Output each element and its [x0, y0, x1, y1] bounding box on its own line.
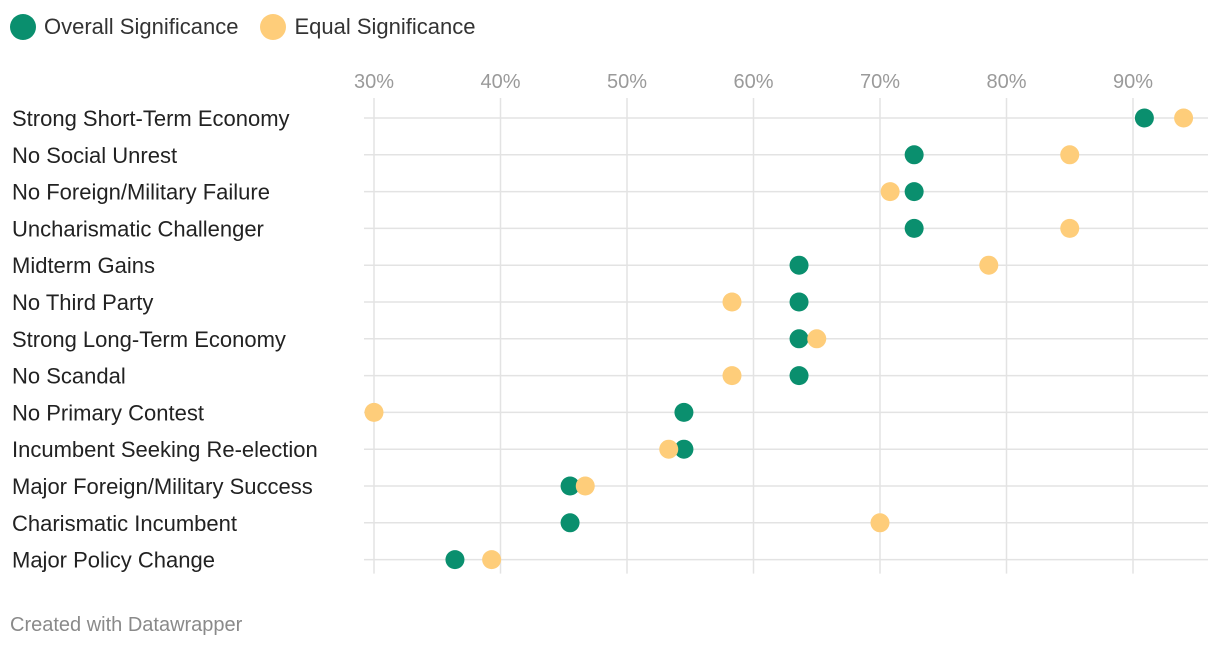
dot-equal-significance — [575, 476, 595, 496]
category-label: Incumbent Seeking Re-election — [12, 437, 318, 462]
dot-equal-significance — [807, 329, 827, 349]
category-label: Strong Long-Term Economy — [12, 327, 286, 352]
dot-overall-significance — [789, 329, 809, 349]
category-label: No Primary Contest — [12, 400, 204, 425]
dot-overall-significance — [904, 182, 924, 202]
dot-overall-significance — [789, 292, 809, 312]
x-tick-label: 60% — [733, 71, 773, 93]
category-label: Charismatic Incumbent — [12, 511, 237, 536]
legend-item-equal-significance: Equal Significance — [260, 14, 475, 40]
category-label: No Social Unrest — [12, 143, 177, 168]
dot-equal-significance — [722, 292, 742, 312]
dot-overall-significance — [560, 513, 580, 533]
dot-overall-significance — [904, 145, 924, 165]
x-tick-label: 90% — [1113, 71, 1153, 93]
dot-equal-significance — [722, 366, 742, 386]
legend-item-overall-significance: Overall Significance — [10, 14, 238, 40]
legend-label-overall: Overall Significance — [44, 14, 239, 39]
dot-equal-significance — [659, 439, 679, 459]
x-tick-label: 70% — [860, 71, 900, 93]
dot-equal-significance — [1174, 108, 1194, 128]
dot-equal-significance — [870, 513, 890, 533]
dot-overall-significance — [904, 218, 924, 238]
dot-overall-significance — [560, 476, 580, 496]
dot-equal-significance — [979, 255, 999, 275]
category-label: Major Foreign/Military Success — [12, 474, 313, 499]
x-tick-label: 50% — [607, 71, 647, 93]
category-label: No Third Party — [12, 290, 153, 315]
dot-equal-significance — [1060, 218, 1080, 238]
legend-label-equal: Equal Significance — [294, 14, 476, 39]
legend-swatch-equal — [260, 14, 287, 40]
footer-credit: Created with Datawrapper — [10, 614, 243, 636]
dot-overall-significance — [445, 550, 465, 570]
dot-overall-significance — [674, 402, 694, 422]
dot-overall-significance — [674, 439, 694, 459]
category-label: Midterm Gains — [12, 253, 155, 278]
dot-overall-significance — [789, 366, 809, 386]
category-label: Uncharismatic Challenger — [12, 216, 264, 241]
legend-swatch-overall — [10, 14, 36, 40]
x-tick-label: 30% — [354, 71, 394, 93]
category-label: Major Policy Change — [12, 548, 215, 573]
dot-equal-significance — [1060, 145, 1080, 165]
dot-plot-chart: 30% 40% 50% 60% 70% 80% 90% Strong Short-Term E… — [12, 71, 1208, 574]
dot-equal-significance — [364, 402, 384, 422]
x-tick-label: 80% — [986, 71, 1026, 93]
category-label: No Scandal — [12, 364, 126, 389]
dot-overall-significance — [1134, 108, 1154, 128]
dot-equal-significance — [880, 182, 900, 202]
dot-overall-significance — [789, 255, 809, 275]
category-label: Strong Short-Term Economy — [12, 106, 290, 131]
x-tick-label: 40% — [480, 71, 520, 93]
dot-equal-significance — [482, 550, 502, 570]
category-label: No Foreign/Military Failure — [12, 180, 270, 205]
chart-legend: Overall Significance Equal Significance — [10, 12, 497, 42]
